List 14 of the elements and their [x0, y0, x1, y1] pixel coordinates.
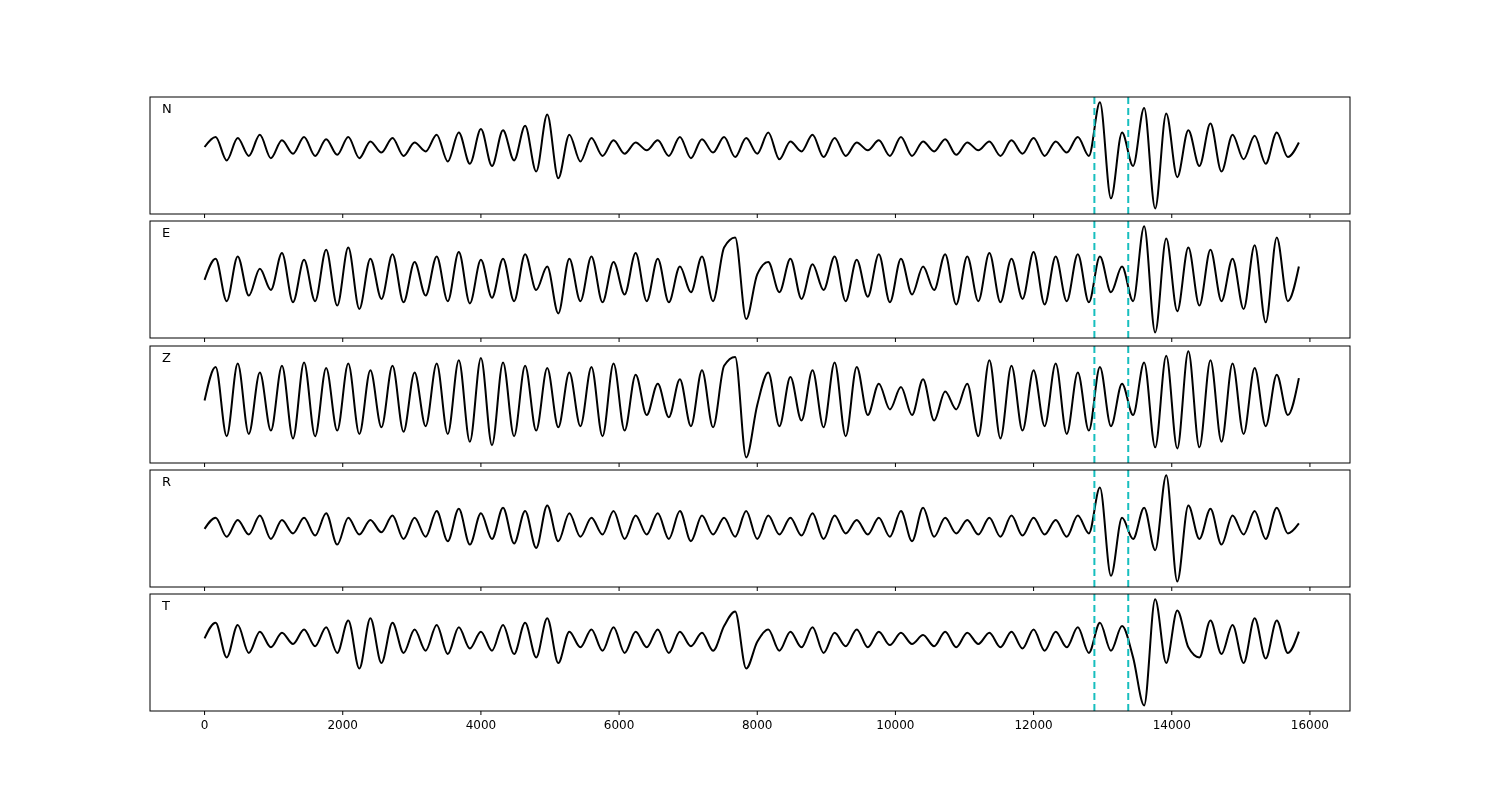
x-tick-label: 16000 — [1290, 718, 1330, 732]
x-tick-label: 0 — [200, 718, 209, 732]
x-tick-label: 10000 — [876, 718, 915, 732]
x-tick-label: 8000 — [741, 718, 773, 732]
annotation: T — [161, 598, 170, 613]
annotation: Z — [162, 350, 171, 365]
x-tick-label: 14000 — [1152, 718, 1191, 732]
annotation: R — [162, 474, 172, 489]
x-tick-label: 12000 — [1014, 718, 1053, 732]
x-tick-label: 6000 — [603, 718, 635, 732]
x-tick-label: 4000 — [465, 718, 497, 732]
x-tick-label: 2000 — [327, 718, 359, 732]
annotation: E — [162, 225, 171, 240]
annotation: N — [162, 101, 172, 116]
